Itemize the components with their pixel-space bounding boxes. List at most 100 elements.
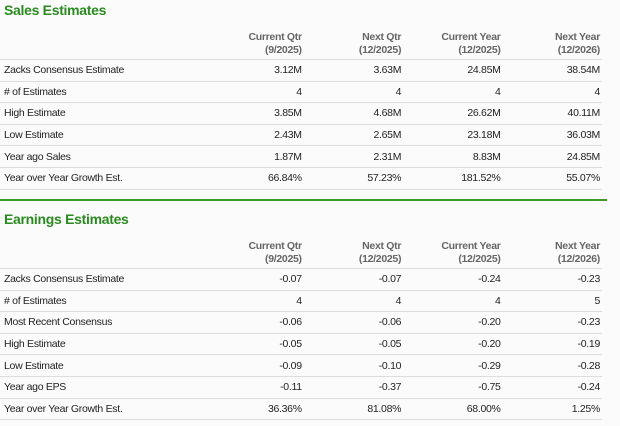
cell-value: 8.83M <box>403 145 503 168</box>
cell-value: 36.03M <box>502 124 602 147</box>
cell-value: -0.19 <box>502 333 602 356</box>
cell-value: -0.07 <box>303 268 404 291</box>
row-label: Zacks Consensus Estimate <box>0 268 205 291</box>
row-label: High Estimate <box>0 333 205 356</box>
cell-value: 55.07% <box>502 167 602 190</box>
cell-value: 4 <box>502 81 602 104</box>
cell-value: -0.06 <box>303 311 404 334</box>
column-header: Current Qtr (9/2025) <box>204 28 304 60</box>
table-row: Zacks Consensus Estimate -0.07 -0.07 -0.24-… <box>0 268 602 291</box>
cell-value: -0.11 <box>204 376 304 399</box>
cell-value: -0.75 <box>403 376 503 399</box>
row-label: # of Estimates <box>0 290 205 313</box>
cell-value: -0.24 <box>403 268 503 291</box>
cell-value: 4 <box>403 81 503 104</box>
cell-value: 4 <box>204 290 304 313</box>
cell-value: 2.31M <box>303 145 404 168</box>
cell-value: 4 <box>303 290 404 313</box>
table-row: Low Estimate -0.09 -0.10 -0.29 -0.28 <box>0 354 602 377</box>
cell-value: 4 <box>303 81 404 104</box>
cell-value: -0.37 <box>303 376 404 399</box>
cell-value: 5 <box>502 290 602 313</box>
cell-value: 4 <box>204 81 304 104</box>
cell-value: 3.85M <box>204 102 304 125</box>
cell-value: -0.24 <box>502 376 602 399</box>
column-header: Next Qtr (12/2025) <box>303 28 404 60</box>
cell-value: 24.85M <box>403 59 503 82</box>
cell-value: -0.23 <box>502 311 602 334</box>
sales-estimates-table: Current Qtr (9/2025) Next Qtr (12/2025) Curr… <box>0 28 602 190</box>
cell-value: -0.29 <box>403 354 503 377</box>
cell-value: 36.36% <box>204 398 304 421</box>
row-label: Year over Year Growth Est. <box>0 167 205 190</box>
cell-value: 2.65M <box>303 124 404 147</box>
column-period: (9/2025) <box>265 253 302 265</box>
row-label: Most Recent Consensus <box>0 311 205 334</box>
cell-value: 4.68M <box>303 102 404 125</box>
column-header: Next Year (12/2026) <box>502 237 602 269</box>
row-label: Low Estimate <box>0 124 205 147</box>
column-name: Current Year <box>441 31 501 43</box>
table-row: Year ago EPS -0.11 -0.37 -0.75 -0.24 <box>0 376 602 399</box>
column-period: (12/2025) <box>458 253 501 265</box>
table-row: High Estimate 3.85M 4.68M 26.62M 40.11M <box>0 102 602 125</box>
cell-value: -0.09 <box>204 354 304 377</box>
column-header: Current Year (12/2025) <box>403 237 503 269</box>
table-row: Most Recent Consensus -0.06 -0.06 -0.20 -0.2… <box>0 311 602 334</box>
cell-value: 38.54M <box>502 59 602 82</box>
table-header-row: Current Qtr (9/2025) Next Qtr (12/2025) Curr… <box>0 237 602 269</box>
cell-value: 57.23% <box>303 167 404 190</box>
cell-value: 66.84% <box>204 167 304 190</box>
cell-value: -0.20 <box>403 333 503 356</box>
column-name: Current Year <box>441 240 501 252</box>
cell-value: 2.43M <box>204 124 304 147</box>
cell-value: -0.20 <box>403 311 503 334</box>
table-row: Year ago Sales 1.87M 2.31M 8.83M 24.85M <box>0 145 602 168</box>
row-label: # of Estimates <box>0 81 205 104</box>
row-label: Year ago Sales <box>0 145 205 168</box>
cell-value: -0.05 <box>204 333 304 356</box>
row-label: Low Estimate <box>0 354 205 377</box>
column-name: Current Qtr <box>248 240 302 252</box>
cell-value: 68.00% <box>403 398 503 421</box>
cell-value: 24.85M <box>502 145 602 168</box>
table-row: Year over Year Growth Est. 36.36% 81.08% 68… <box>0 398 602 421</box>
cell-value: 26.62M <box>403 102 503 125</box>
cell-value: 23.18M <box>403 124 503 147</box>
earnings-estimates-title: Earnings Estimates <box>4 211 129 227</box>
row-label: Year ago EPS <box>0 376 205 399</box>
column-name: Next Year <box>555 240 600 252</box>
table-row: Low Estimate 2.43M 2.65M 23.18M 36.03M <box>0 124 602 147</box>
row-label: Zacks Consensus Estimate <box>0 59 205 82</box>
column-header: Current Qtr (9/2025) <box>204 237 304 269</box>
cell-value: -0.05 <box>303 333 404 356</box>
column-period: (12/2026) <box>557 253 601 265</box>
cell-value: 81.08% <box>303 398 404 421</box>
table-header-row: Current Qtr (9/2025) Next Qtr (12/2025) Curr… <box>0 28 602 60</box>
earnings-estimates-table: Current Qtr (9/2025) Next Qtr (12/2025) Curr… <box>0 237 602 421</box>
cell-value: -0.28 <box>502 354 602 377</box>
cell-value: 4 <box>403 290 503 313</box>
section-divider <box>0 199 607 201</box>
table-row: # of Estimates 4 4 4 5 <box>0 290 602 313</box>
cell-value: -0.23 <box>502 268 602 291</box>
column-name: Current Qtr <box>248 31 302 43</box>
cell-value: 1.25% <box>502 398 602 421</box>
table-row: Year over Year Growth Est. 66.84% 57.23% 18… <box>0 167 602 190</box>
cell-value: 3.12M <box>204 59 304 82</box>
column-period: (9/2025) <box>265 44 302 56</box>
column-period: (12/2026) <box>557 44 601 56</box>
table-row: Zacks Consensus Estimate 3.12M 3.63M 24.85M… <box>0 59 602 82</box>
table-row: # of Estimates 4 4 4 4 <box>0 81 602 104</box>
column-period: (12/2025) <box>358 44 402 56</box>
row-label: High Estimate <box>0 102 205 125</box>
cell-value: 3.63M <box>303 59 404 82</box>
column-period: (12/2025) <box>358 253 402 265</box>
column-period: (12/2025) <box>458 44 501 56</box>
cell-value: 40.11M <box>502 102 602 125</box>
row-label: Year over Year Growth Est. <box>0 398 205 421</box>
column-name: Next Qtr <box>362 240 402 252</box>
column-header: Next Qtr (12/2025) <box>303 237 404 269</box>
column-header: Next Year (12/2026) <box>502 28 602 60</box>
table-row: High Estimate -0.05 -0.05 -0.20 -0.19 <box>0 333 602 356</box>
